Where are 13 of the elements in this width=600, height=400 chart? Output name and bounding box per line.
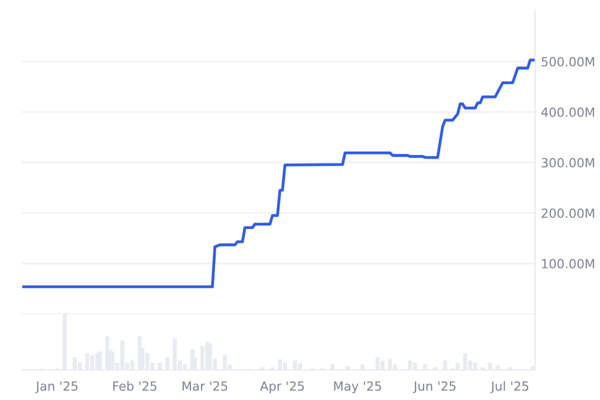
- x-tick-label: Jan '25: [35, 381, 78, 394]
- y-tick-label: 100.00M: [542, 258, 594, 268]
- y-tick-label: 200.00M: [542, 208, 594, 218]
- x-tick-label: May '25: [334, 381, 382, 394]
- y-tick-label: 500.00M: [542, 56, 594, 66]
- y-tick-label: 400.00M: [541, 107, 594, 117]
- x-tick-label: Apr '25: [260, 381, 304, 394]
- x-tick-label: Feb '25: [113, 381, 156, 391]
- y-tick-label: 300.00M: [542, 158, 594, 168]
- x-tick-label: Jul '25: [490, 381, 528, 394]
- line-series: [22, 58, 536, 288]
- x-tick-label: Mar '25: [182, 381, 228, 391]
- x-tick-label: Jun '25: [413, 381, 456, 394]
